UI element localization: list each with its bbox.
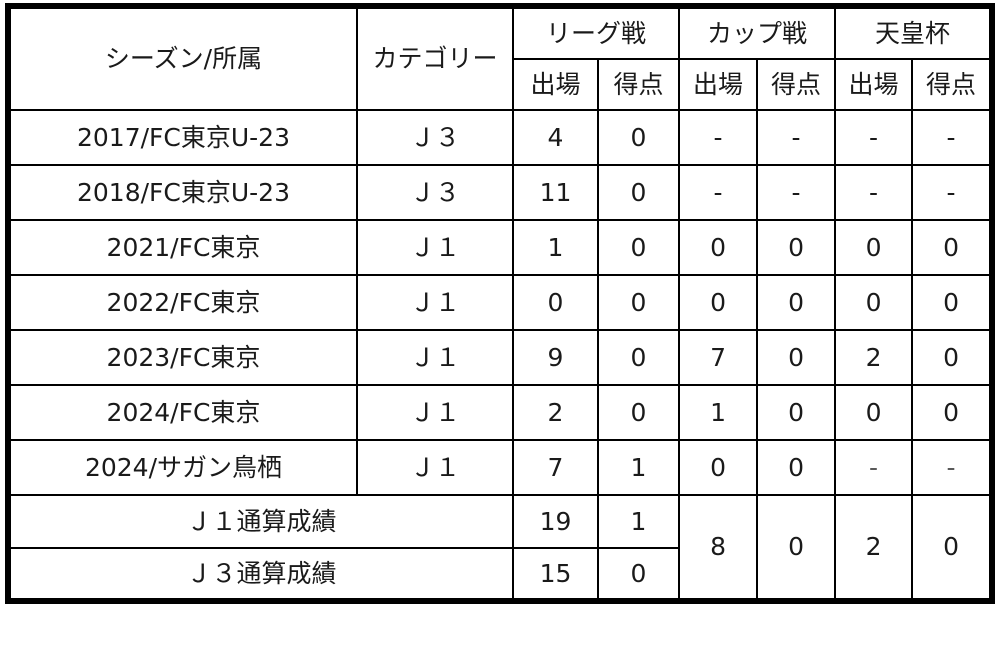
total-league-apps-cell: 19 [512, 494, 599, 549]
emperor-apps-cell: 0 [834, 219, 914, 276]
total-league-goals-cell: 1 [596, 494, 681, 549]
category-cell: Ｊ３ [356, 109, 514, 166]
table-row: 2022/FC東京 Ｊ１ 0 0 0 0 0 0 [7, 274, 994, 331]
cup-goals-cell: 0 [756, 439, 837, 496]
league-goals-cell: 0 [596, 219, 681, 276]
total-label-j1: Ｊ１通算成績 [7, 494, 514, 549]
header-season-club: シーズン/所属 [7, 5, 358, 111]
header-cup-goals: 得点 [756, 58, 837, 111]
header-emperor-group: 天皇杯 [834, 5, 994, 60]
emperor-goals-cell: 0 [911, 274, 994, 331]
table-row: 2024/サガン鳥栖 Ｊ１ 7 1 0 0 - - [7, 439, 994, 496]
season-cell: 2024/FC東京 [7, 384, 358, 441]
stats-table: シーズン/所属 カテゴリー リーグ戦 カップ戦 天皇杯 出場 得点 出場 得点 … [5, 3, 996, 604]
league-apps-cell: 11 [512, 164, 599, 221]
season-cell: 2021/FC東京 [7, 219, 358, 276]
category-cell: Ｊ１ [356, 439, 514, 496]
table-row: 2023/FC東京 Ｊ１ 9 0 7 0 2 0 [7, 329, 994, 386]
league-goals-cell: 0 [596, 109, 681, 166]
category-cell: Ｊ１ [356, 329, 514, 386]
table-row: 2017/FC東京U-23 Ｊ３ 4 0 - - - - [7, 109, 994, 166]
table-row: 2018/FC東京U-23 Ｊ３ 11 0 - - - - [7, 164, 994, 221]
header-cup-apps: 出場 [678, 58, 759, 111]
emperor-goals-cell: - [911, 109, 994, 166]
emperor-goals-cell: - [911, 164, 994, 221]
emperor-apps-cell: 2 [834, 329, 914, 386]
cup-apps-cell: 0 [678, 439, 759, 496]
cup-apps-cell: 1 [678, 384, 759, 441]
total-cup-apps-cell: 8 [678, 494, 759, 602]
category-cell: Ｊ１ [356, 219, 514, 276]
cup-apps-cell: 0 [678, 274, 759, 331]
total-emperor-goals-cell: 0 [911, 494, 994, 602]
cup-goals-cell: 0 [756, 274, 837, 331]
cup-goals-cell: 0 [756, 384, 837, 441]
total-row-j3: Ｊ３通算成績 15 0 [7, 547, 992, 602]
cup-goals-cell: 0 [756, 329, 837, 386]
cup-apps-cell: - [678, 164, 759, 221]
total-league-apps-cell: 15 [512, 547, 599, 602]
season-cell: 2017/FC東京U-23 [7, 109, 358, 166]
emperor-apps-cell: - [834, 439, 914, 496]
cup-goals-cell: 0 [756, 219, 837, 276]
emperor-apps-cell: 0 [834, 384, 914, 441]
header-league-group: リーグ戦 [511, 5, 681, 60]
emperor-goals-cell: - [911, 439, 994, 496]
league-apps-cell: 1 [512, 219, 599, 276]
emperor-goals-cell: 0 [911, 219, 994, 276]
total-label-j3: Ｊ３通算成績 [7, 547, 514, 602]
total-emperor-apps-cell: 2 [834, 494, 914, 602]
header-emperor-goals: 得点 [911, 58, 994, 111]
table-row: 2021/FC東京 Ｊ１ 1 0 0 0 0 0 [7, 219, 994, 276]
emperor-goals-cell: 0 [911, 384, 994, 441]
season-cell: 2023/FC東京 [7, 329, 358, 386]
table-row: 2024/FC東京 Ｊ１ 2 0 1 0 0 0 [7, 384, 994, 441]
league-apps-cell: 4 [512, 109, 599, 166]
category-cell: Ｊ３ [356, 164, 514, 221]
category-cell: Ｊ１ [356, 384, 514, 441]
category-cell: Ｊ１ [356, 274, 514, 331]
emperor-apps-cell: - [834, 109, 914, 166]
emperor-apps-cell: - [834, 164, 914, 221]
league-goals-cell: 0 [596, 164, 681, 221]
header-category: カテゴリー [356, 5, 514, 111]
season-cell: 2022/FC東京 [7, 274, 358, 331]
cup-apps-cell: - [678, 109, 759, 166]
total-league-goals-cell: 0 [596, 547, 681, 602]
emperor-apps-cell: 0 [834, 274, 914, 331]
league-goals-cell: 0 [596, 329, 681, 386]
header-emperor-apps: 出場 [834, 58, 914, 111]
league-goals-cell: 0 [596, 384, 681, 441]
header-cup-group: カップ戦 [678, 5, 837, 60]
league-apps-cell: 2 [512, 384, 599, 441]
season-cell: 2018/FC東京U-23 [7, 164, 358, 221]
total-row-j1: Ｊ１通算成績 19 1 8 0 2 0 [7, 494, 994, 602]
total-cup-goals-cell: 0 [756, 494, 837, 602]
header-league-goals: 得点 [596, 58, 681, 111]
cup-apps-cell: 0 [678, 219, 759, 276]
header-row-sub: 出場 得点 出場 得点 出場 得点 [8, 58, 994, 111]
season-cell: 2024/サガン鳥栖 [7, 439, 358, 496]
league-apps-cell: 7 [512, 439, 599, 496]
header-row-groups: シーズン/所属 カテゴリー リーグ戦 カップ戦 天皇杯 [7, 5, 994, 111]
header-league-apps: 出場 [512, 58, 599, 111]
cup-goals-cell: - [756, 109, 837, 166]
league-apps-cell: 9 [512, 329, 599, 386]
league-goals-cell: 0 [596, 274, 681, 331]
league-goals-cell: 1 [596, 439, 681, 496]
cup-goals-cell: - [756, 164, 837, 221]
cup-apps-cell: 7 [678, 329, 759, 386]
league-apps-cell: 0 [512, 274, 599, 331]
emperor-goals-cell: 0 [911, 329, 994, 386]
